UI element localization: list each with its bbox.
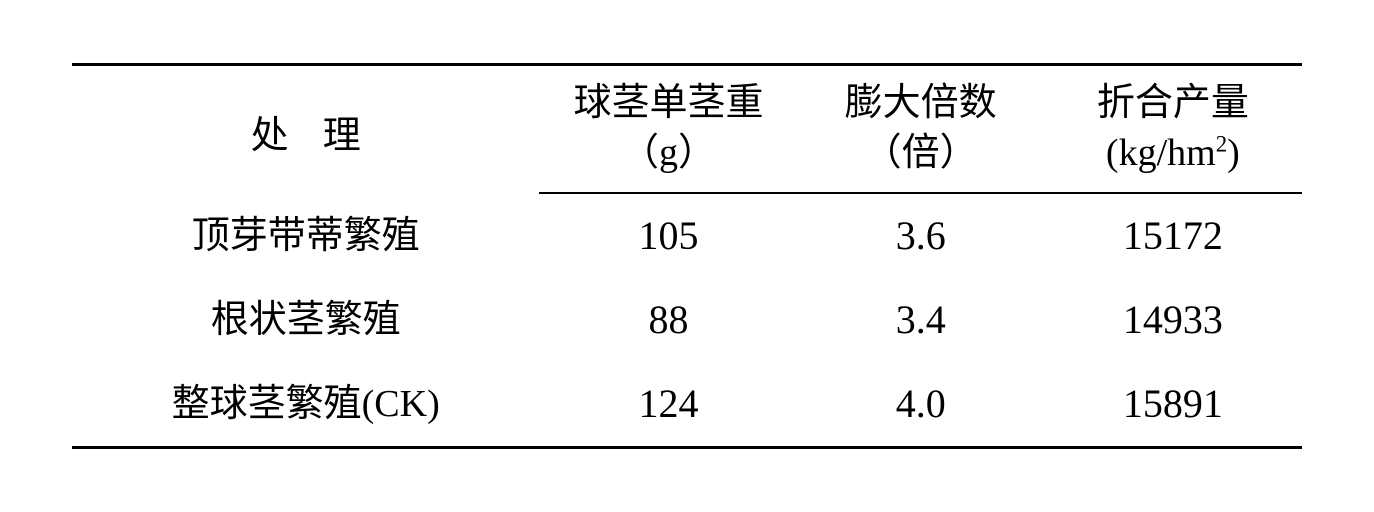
cell-yield: 15172: [1044, 193, 1302, 278]
cell-treatment: 根状茎繁殖: [72, 278, 539, 362]
cell-expansion: 4.0: [798, 362, 1044, 448]
data-table-container: 处理 球茎单茎重 膨大倍数 折合产量 （g） （倍） (kg/hm2) 顶芽带蒂…: [72, 63, 1302, 449]
cell-yield: 15891: [1044, 362, 1302, 448]
cell-corm-weight: 88: [539, 278, 797, 362]
col-header-corm-weight-line2: （g）: [539, 128, 797, 193]
data-table: 处理 球茎单茎重 膨大倍数 折合产量 （g） （倍） (kg/hm2) 顶芽带蒂…: [72, 63, 1302, 449]
yield-unit-prefix: (kg/hm: [1106, 132, 1216, 174]
col-header-yield-line1: 折合产量: [1044, 65, 1302, 129]
cell-corm-weight: 124: [539, 362, 797, 448]
cell-treatment: 整球茎繁殖(CK): [72, 362, 539, 448]
col-header-treatment-label: 处理: [216, 115, 395, 157]
cell-expansion: 3.6: [798, 193, 1044, 278]
table-body: 顶芽带蒂繁殖 105 3.6 15172 根状茎繁殖 88 3.4 14933 …: [72, 193, 1302, 448]
cell-treatment: 顶芽带蒂繁殖: [72, 193, 539, 278]
cell-expansion: 3.4: [798, 278, 1044, 362]
table-row: 整球茎繁殖(CK) 124 4.0 15891: [72, 362, 1302, 448]
col-header-expansion-line2: （倍）: [798, 128, 1044, 193]
col-header-treatment: 处理: [72, 65, 539, 194]
col-header-expansion-line1: 膨大倍数: [798, 65, 1044, 129]
table-row: 根状茎繁殖 88 3.4 14933: [72, 278, 1302, 362]
cell-corm-weight: 105: [539, 193, 797, 278]
cell-yield: 14933: [1044, 278, 1302, 362]
table-row: 顶芽带蒂繁殖 105 3.6 15172: [72, 193, 1302, 278]
col-header-yield-line2: (kg/hm2): [1044, 128, 1302, 193]
yield-unit-sup: 2: [1216, 131, 1227, 156]
col-header-corm-weight-line1: 球茎单茎重: [539, 65, 797, 129]
yield-unit-suffix: ): [1227, 132, 1240, 174]
table-header: 处理 球茎单茎重 膨大倍数 折合产量 （g） （倍） (kg/hm2): [72, 65, 1302, 194]
